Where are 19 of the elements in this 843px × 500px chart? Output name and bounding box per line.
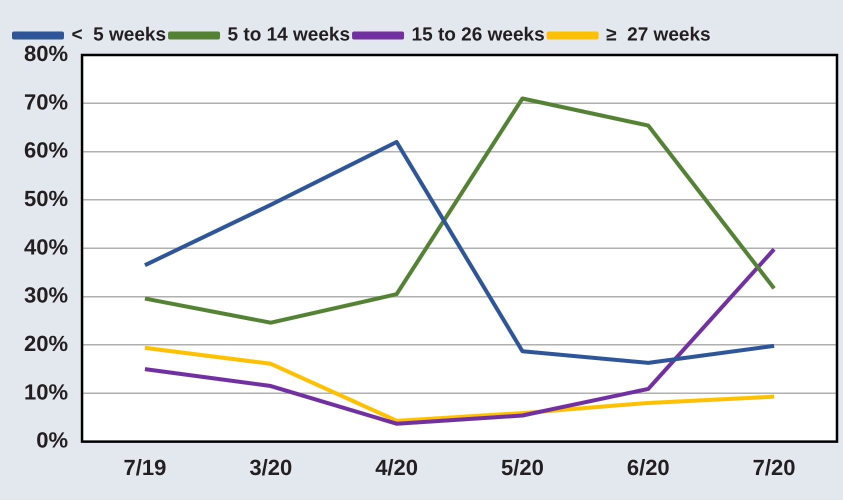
legend-label: < 5 weeks — [72, 24, 166, 46]
x-tick-label: 5/20 — [501, 454, 544, 480]
y-tick-label: 80% — [24, 41, 68, 66]
x-tick-label: 7/20 — [752, 454, 796, 480]
x-tick-label: 4/20 — [375, 454, 418, 480]
y-tick-label: 40% — [24, 234, 68, 260]
y-tick-label: 20% — [24, 331, 68, 356]
x-tick-label: 3/20 — [249, 454, 292, 480]
y-tick-label: 50% — [24, 186, 68, 212]
legend-label: 15 to 26 weeks — [412, 24, 545, 46]
y-tick-label: 10% — [24, 379, 68, 404]
y-tick-label: 0% — [36, 428, 68, 453]
y-tick-label: 70% — [24, 89, 68, 114]
y-tick-label: 60% — [24, 138, 68, 163]
legend-label: ≥ 27 weeks — [606, 24, 711, 46]
legend-label: 5 to 14 weeks — [228, 24, 350, 46]
x-tick-label: 7/19 — [124, 454, 166, 480]
x-tick-label: 6/20 — [626, 454, 670, 480]
y-tick-label: 30% — [24, 282, 68, 308]
